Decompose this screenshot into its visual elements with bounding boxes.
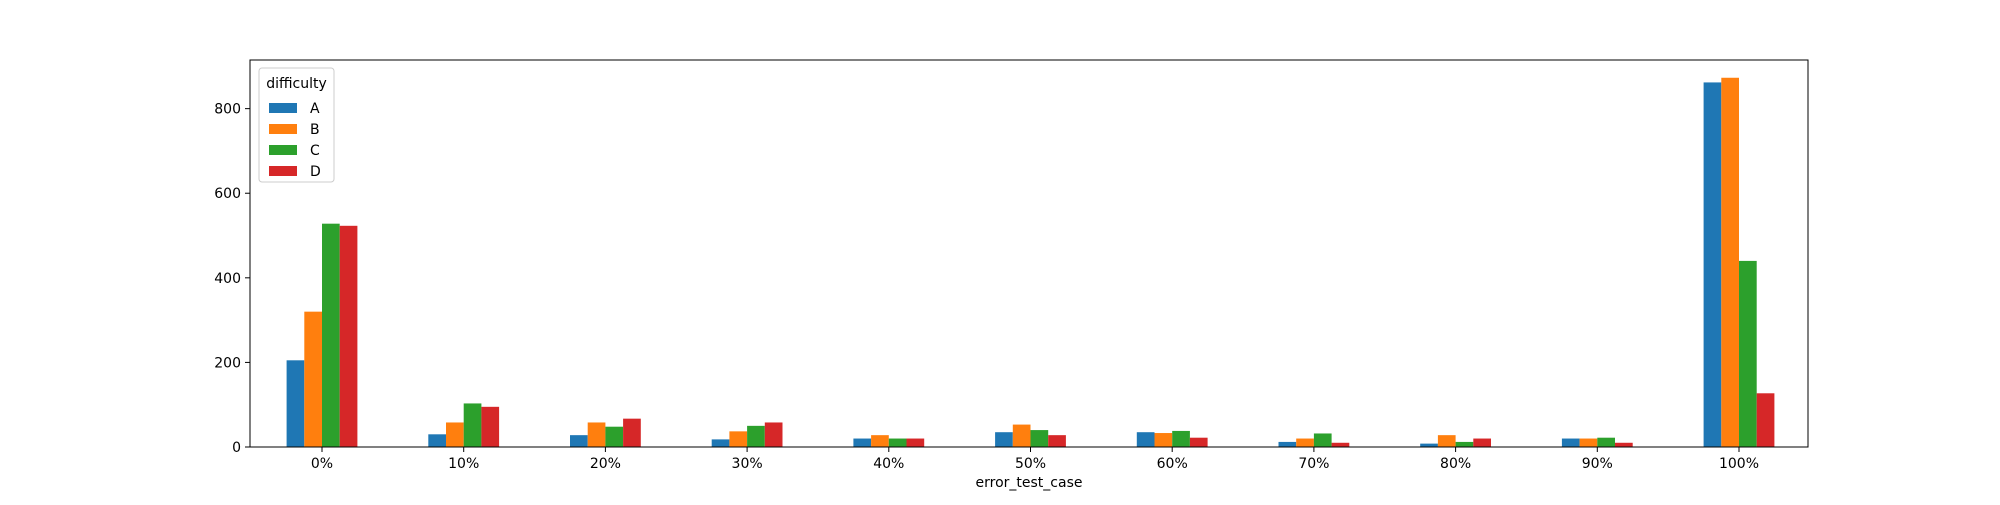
bar-D-90% bbox=[1615, 442, 1633, 447]
axes-layer: 0 200 400 600 800 0% 10% 20% 30% 40% 50% 60% 70% 80% 9… bbox=[214, 59, 1809, 472]
bar-C-0% bbox=[322, 223, 340, 447]
x-axis-label: error_test_case bbox=[976, 475, 1083, 491]
bar-D-60% bbox=[1189, 437, 1208, 447]
x-tick-label-30%: 30% bbox=[732, 456, 763, 472]
bar-C-30% bbox=[747, 425, 765, 447]
x-tick-label-90%: 90% bbox=[1582, 456, 1613, 472]
bar-A-60% bbox=[1136, 432, 1155, 447]
bar-B-80% bbox=[1437, 435, 1456, 447]
bar-D-0% bbox=[339, 225, 358, 447]
x-tick-label-40%: 40% bbox=[873, 456, 904, 472]
bar-D-50% bbox=[1048, 435, 1066, 447]
legend-swatch-C bbox=[269, 145, 297, 155]
bar-A-70% bbox=[1278, 441, 1297, 447]
bar-C-20% bbox=[605, 426, 624, 447]
bar-B-10% bbox=[446, 422, 464, 447]
y-tick-label-800: 800 bbox=[214, 102, 241, 118]
y-tick-label-0: 0 bbox=[232, 440, 241, 456]
bar-B-40% bbox=[871, 435, 889, 447]
legend-swatch-A bbox=[269, 103, 297, 113]
y-tick-label-200: 200 bbox=[214, 355, 241, 371]
bar-B-20% bbox=[587, 422, 606, 447]
bar-B-70% bbox=[1296, 438, 1314, 447]
legend-swatch-D bbox=[269, 166, 297, 176]
bar-B-30% bbox=[729, 431, 748, 447]
x-tick-label-70%: 70% bbox=[1298, 456, 1329, 472]
x-tick-label-50%: 50% bbox=[1015, 456, 1046, 472]
bar-D-20% bbox=[623, 418, 641, 447]
x-tick-label-80%: 80% bbox=[1440, 456, 1471, 472]
bar-D-80% bbox=[1473, 438, 1491, 447]
legend-label-A: A bbox=[310, 101, 320, 117]
bar-C-40% bbox=[888, 438, 907, 447]
y-tick-label-400: 400 bbox=[214, 271, 241, 287]
bar-C-50% bbox=[1030, 430, 1049, 447]
x-tick-label-0%: 0% bbox=[311, 456, 333, 472]
bar-B-60% bbox=[1154, 433, 1173, 447]
bars-layer bbox=[286, 77, 1775, 448]
bar-B-90% bbox=[1579, 438, 1598, 447]
bar-A-30% bbox=[711, 439, 730, 447]
plot-frame bbox=[249, 59, 1809, 448]
y-tick-label-600: 600 bbox=[214, 186, 241, 202]
bar-A-80% bbox=[1420, 443, 1438, 447]
bar-C-90% bbox=[1597, 437, 1615, 447]
bar-A-90% bbox=[1561, 438, 1580, 447]
bar-B-50% bbox=[1012, 424, 1031, 447]
bar-D-30% bbox=[764, 422, 783, 447]
x-tick-label-60%: 60% bbox=[1157, 456, 1188, 472]
legend-title: difficulty bbox=[266, 76, 327, 92]
x-tick-label-100%: 100% bbox=[1719, 456, 1759, 472]
bar-C-100% bbox=[1739, 260, 1757, 447]
x-tick-label-10%: 10% bbox=[448, 456, 479, 472]
bar-C-60% bbox=[1172, 430, 1190, 447]
legend-swatch-B bbox=[269, 124, 297, 134]
bar-C-10% bbox=[463, 403, 482, 447]
bar-C-80% bbox=[1455, 441, 1474, 447]
bar-A-0% bbox=[286, 360, 305, 447]
bar-B-0% bbox=[304, 311, 322, 447]
bar-A-50% bbox=[995, 432, 1013, 447]
bar-D-100% bbox=[1756, 393, 1775, 447]
legend-label-C: C bbox=[310, 143, 320, 159]
bar-A-40% bbox=[853, 438, 872, 447]
legend-label-B: B bbox=[310, 122, 320, 138]
bar-A-20% bbox=[570, 435, 588, 447]
bar-D-10% bbox=[481, 406, 500, 447]
bar-D-40% bbox=[906, 438, 925, 447]
legend-label-D: D bbox=[310, 164, 321, 180]
bar-B-100% bbox=[1721, 77, 1739, 447]
bar-C-70% bbox=[1313, 433, 1332, 447]
bar-A-10% bbox=[428, 434, 446, 447]
x-tick-label-20%: 20% bbox=[590, 456, 621, 472]
bar-D-70% bbox=[1331, 442, 1350, 447]
bar-A-100% bbox=[1703, 82, 1722, 448]
